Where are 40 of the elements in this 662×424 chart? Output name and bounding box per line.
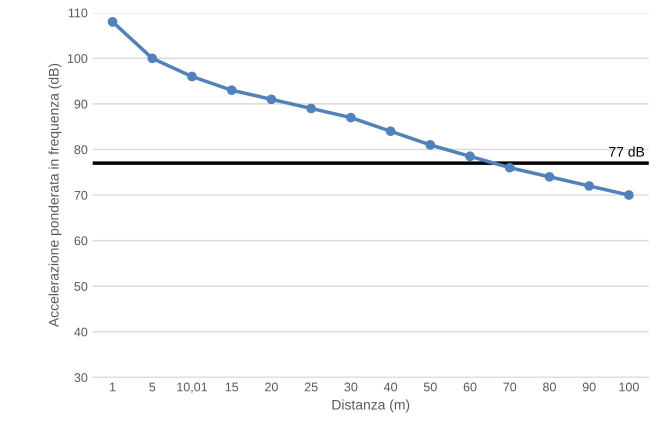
x-tick-label: 30 bbox=[344, 382, 358, 392]
x-tick-label: 70 bbox=[503, 382, 516, 392]
point bbox=[108, 16, 118, 27]
x-tick-label: 50 bbox=[424, 382, 437, 392]
x-tick-label: 15 bbox=[226, 382, 238, 392]
point bbox=[504, 162, 515, 173]
x-tick-label: 40 bbox=[384, 382, 398, 392]
ref-line-label: 77 dB bbox=[609, 146, 644, 157]
y-tick-label: 110 bbox=[68, 8, 88, 18]
point bbox=[346, 112, 356, 122]
y-tick-label: 100 bbox=[68, 54, 88, 63]
point bbox=[306, 104, 316, 114]
point bbox=[584, 181, 594, 191]
x-tick-label: 80 bbox=[543, 382, 556, 392]
point bbox=[386, 126, 396, 136]
point bbox=[147, 53, 158, 64]
x-tick-label: 1 bbox=[110, 382, 116, 392]
y-axis-title: Accelerazione ponderata in frequenza (dB) bbox=[48, 64, 62, 328]
point bbox=[544, 172, 554, 182]
point bbox=[226, 85, 237, 96]
point bbox=[266, 94, 276, 104]
y-tick-label: 30 bbox=[74, 373, 88, 382]
y-tick-label: 40 bbox=[74, 328, 88, 336]
x-tick-label: 5 bbox=[149, 382, 156, 392]
point bbox=[465, 151, 475, 162]
point bbox=[187, 72, 197, 82]
y-tick-label: 70 bbox=[74, 190, 88, 200]
y-tick-label: 50 bbox=[74, 282, 88, 291]
y-tick-label: 60 bbox=[74, 236, 88, 246]
x-tick-label: 60 bbox=[464, 382, 476, 392]
y-tick-label: 90 bbox=[74, 100, 88, 109]
point bbox=[425, 140, 436, 150]
x-tick-label: 25 bbox=[304, 382, 318, 392]
x-tick-label: 90 bbox=[582, 382, 596, 392]
x-tick-label: 100 bbox=[619, 382, 639, 392]
y-tick-label: 80 bbox=[74, 145, 88, 154]
x-tick-label: 10,01 bbox=[177, 382, 208, 393]
point bbox=[624, 190, 634, 200]
x-axis-title: Distanza (m) bbox=[332, 399, 410, 412]
x-tick-label: 20 bbox=[265, 382, 278, 392]
